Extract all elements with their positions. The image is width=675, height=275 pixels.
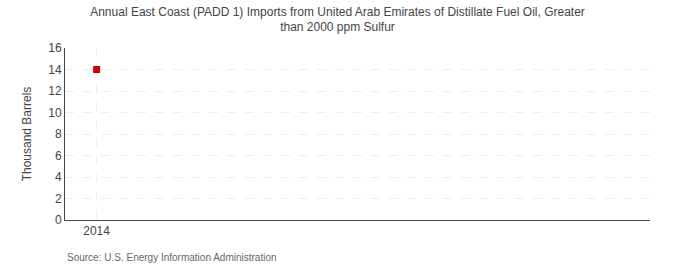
svg-text:Source: U.S. Energy Informatio: Source: U.S. Energy Information Administ… bbox=[67, 252, 277, 263]
svg-text:8: 8 bbox=[55, 127, 62, 141]
svg-text:2014: 2014 bbox=[83, 224, 110, 238]
svg-text:Thousand Barrels: Thousand Barrels bbox=[20, 87, 34, 182]
svg-text:14: 14 bbox=[48, 63, 62, 77]
svg-text:10: 10 bbox=[48, 106, 62, 120]
svg-text:0: 0 bbox=[55, 213, 62, 227]
svg-text:12: 12 bbox=[48, 84, 62, 98]
svg-text:2: 2 bbox=[55, 192, 62, 206]
svg-text:16: 16 bbox=[48, 41, 62, 55]
svg-text:6: 6 bbox=[55, 149, 62, 163]
svg-text:Annual East Coast (PADD 1) Imp: Annual East Coast (PADD 1) Imports from … bbox=[90, 5, 585, 35]
svg-text:4: 4 bbox=[55, 170, 62, 184]
